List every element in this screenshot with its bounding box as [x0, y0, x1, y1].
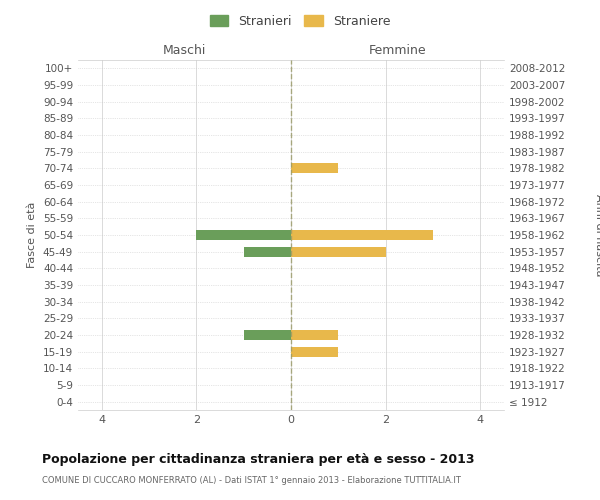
Text: COMUNE DI CUCCARO MONFERRATO (AL) - Dati ISTAT 1° gennaio 2013 - Elaborazione TU: COMUNE DI CUCCARO MONFERRATO (AL) - Dati… — [42, 476, 461, 485]
Text: Femmine: Femmine — [368, 44, 427, 57]
Bar — [244, 330, 291, 340]
Text: Popolazione per cittadinanza straniera per età e sesso - 2013: Popolazione per cittadinanza straniera p… — [42, 452, 475, 466]
Bar — [291, 330, 338, 340]
Bar — [244, 246, 291, 256]
Y-axis label: Fasce di età: Fasce di età — [28, 202, 37, 268]
Y-axis label: Anni di nascita: Anni di nascita — [595, 194, 600, 276]
Legend: Stranieri, Straniere: Stranieri, Straniere — [206, 11, 394, 32]
Bar — [196, 230, 291, 240]
Bar — [291, 346, 338, 356]
Text: Maschi: Maschi — [163, 44, 206, 57]
Bar — [291, 246, 386, 256]
Bar — [291, 164, 338, 173]
Bar — [291, 230, 433, 240]
